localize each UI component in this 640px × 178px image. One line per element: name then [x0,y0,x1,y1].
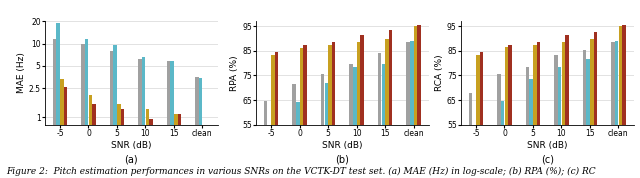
Bar [594,32,597,178]
Bar [561,42,565,178]
Bar [413,26,417,178]
Bar [292,84,296,178]
Bar [353,67,356,178]
Bar [360,35,364,178]
Bar [113,45,117,178]
Y-axis label: RCA (%): RCA (%) [435,55,444,91]
Bar [590,39,593,178]
Bar [537,42,540,178]
Bar [109,51,113,178]
Bar [328,45,332,178]
Bar [472,127,476,178]
Bar [508,45,512,178]
X-axis label: SNR (dB): SNR (dB) [111,141,152,150]
Bar [300,48,303,178]
Text: (b): (b) [335,155,349,165]
Bar [174,114,177,178]
X-axis label: SNR (dB): SNR (dB) [322,141,363,150]
Bar [349,64,353,178]
Bar [166,61,170,178]
Bar [60,79,63,178]
Bar [138,59,141,178]
Bar [81,44,84,178]
Bar [565,35,569,178]
Bar [468,93,472,178]
Bar [145,109,149,178]
Bar [558,67,561,178]
Bar [149,119,153,178]
Bar [264,101,268,178]
Text: (a): (a) [124,155,138,165]
Bar [356,42,360,178]
Text: Figure 2:  Pitch estimation performances in various SNRs on the VCTK-DT test set: Figure 2: Pitch estimation performances … [6,167,596,176]
Bar [406,42,410,178]
Bar [389,30,392,178]
Bar [385,39,388,178]
Bar [582,50,586,178]
Bar [618,26,622,178]
Bar [199,78,202,178]
Bar [202,127,206,178]
Bar [554,54,557,178]
Bar [324,83,328,178]
Bar [178,114,181,178]
Bar [56,23,60,178]
Text: (c): (c) [541,155,554,165]
X-axis label: SNR (dB): SNR (dB) [527,141,568,150]
Y-axis label: RPA (%): RPA (%) [230,55,239,91]
Bar [275,52,278,178]
Bar [586,59,590,178]
Bar [504,47,508,178]
Bar [381,64,385,178]
Bar [85,39,88,178]
Bar [497,74,500,178]
Bar [121,109,124,178]
Bar [206,172,210,178]
Bar [476,54,479,178]
Bar [615,41,618,178]
Bar [52,39,56,178]
Bar [296,103,300,178]
Bar [321,74,324,178]
Bar [332,42,335,178]
Bar [417,25,421,178]
Bar [117,104,120,178]
Bar [533,45,536,178]
Bar [268,134,271,178]
Bar [64,87,67,178]
Bar [88,95,92,178]
Bar [622,25,626,178]
Bar [271,54,275,178]
Bar [303,45,307,178]
Bar [529,79,533,178]
Bar [195,77,198,178]
Bar [501,101,504,178]
Bar [611,42,614,178]
Bar [170,61,174,178]
Y-axis label: MAE (Hz): MAE (Hz) [17,53,26,93]
Bar [142,57,145,178]
Bar [480,52,483,178]
Bar [378,53,381,178]
Bar [410,41,413,178]
Bar [525,67,529,178]
Bar [92,104,96,178]
